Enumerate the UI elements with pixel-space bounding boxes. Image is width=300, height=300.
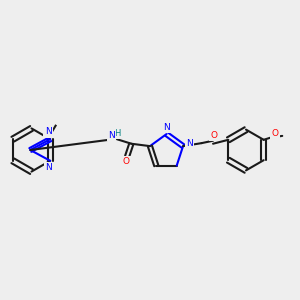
Text: O: O bbox=[123, 157, 130, 166]
Text: N: N bbox=[108, 131, 115, 140]
Text: H: H bbox=[114, 129, 121, 138]
Text: N: N bbox=[45, 127, 52, 136]
Text: N: N bbox=[45, 163, 52, 172]
Text: N: N bbox=[186, 139, 193, 148]
Text: O: O bbox=[271, 129, 278, 138]
Text: O: O bbox=[210, 131, 218, 140]
Text: N: N bbox=[163, 123, 170, 132]
